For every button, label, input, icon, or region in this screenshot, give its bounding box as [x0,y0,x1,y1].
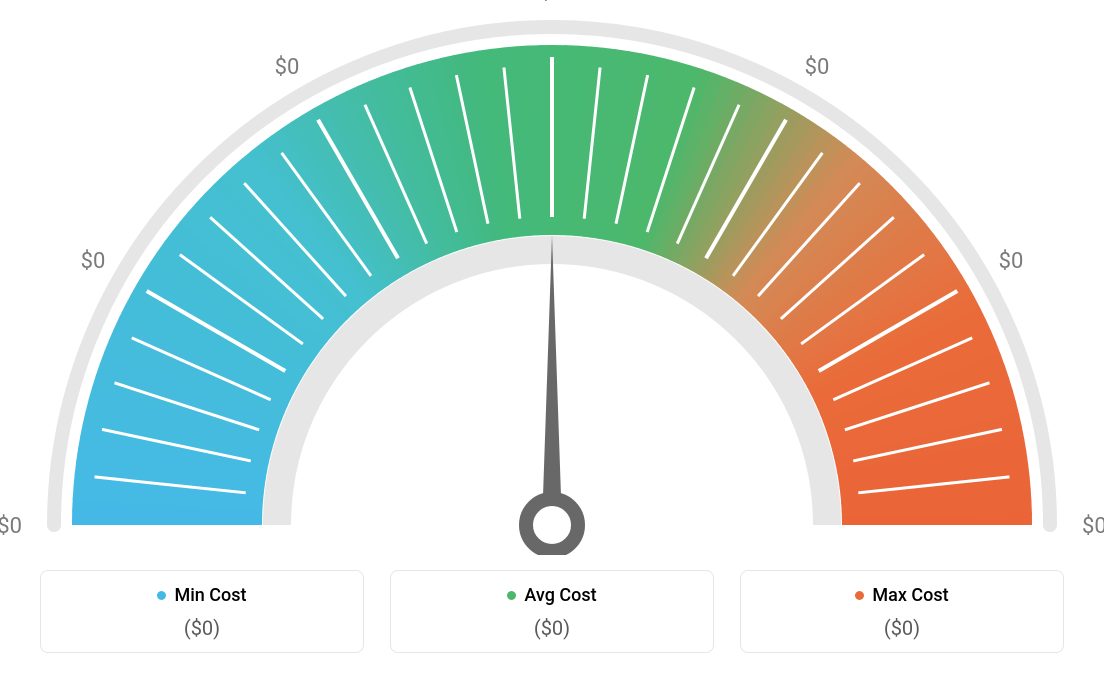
svg-text:$0: $0 [805,55,830,80]
svg-text:$0: $0 [275,55,300,80]
legend-label: Avg Cost [524,585,596,606]
legend-title-avg: Avg Cost [507,585,596,606]
legend-card-max: Max Cost ($0) [740,570,1064,653]
gauge-chart: $0 $0 $0 $0 $0 $0 $0 [0,0,1104,555]
legend-value: ($0) [41,616,363,640]
cost-gauge-widget: $0 $0 $0 $0 $0 $0 $0 Min Cost ($0) Avg Cost ($… [0,0,1104,690]
legend-label: Max Cost [872,585,948,606]
gauge-svg: $0 $0 $0 $0 $0 $0 $0 [0,0,1104,555]
svg-text:$0: $0 [1082,514,1104,539]
legend-card-avg: Avg Cost ($0) [390,570,714,653]
legend-card-min: Min Cost ($0) [40,570,364,653]
svg-text:$0: $0 [81,249,106,274]
legend-row: Min Cost ($0) Avg Cost ($0) Max Cost ($0… [40,570,1064,653]
svg-text:$0: $0 [999,249,1024,274]
legend-title-max: Max Cost [855,585,948,606]
legend-value: ($0) [741,616,1063,640]
dot-icon [507,591,516,600]
dot-icon [855,591,864,600]
legend-title-min: Min Cost [157,585,246,606]
dot-icon [157,591,166,600]
legend-value: ($0) [391,616,713,640]
svg-text:$0: $0 [540,0,565,5]
legend-label: Min Cost [174,585,246,606]
svg-text:$0: $0 [0,514,22,539]
